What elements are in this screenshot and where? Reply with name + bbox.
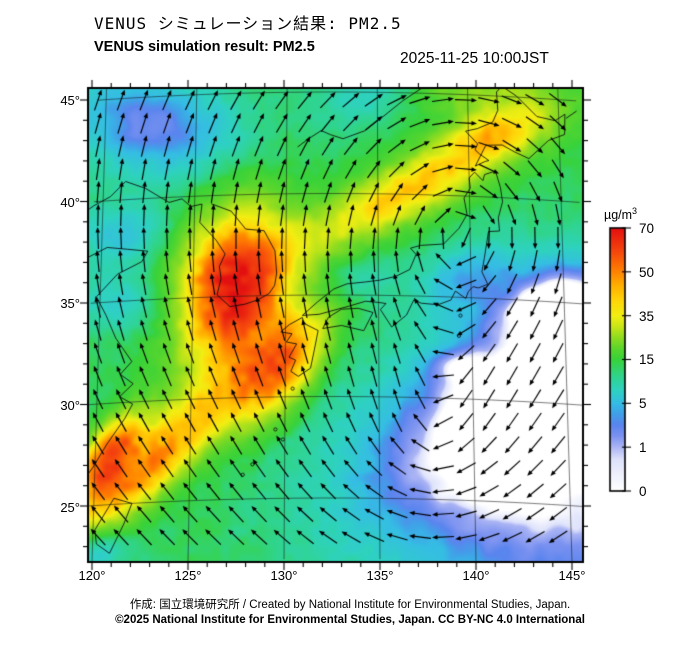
lat-tick-label-30: 30° [60,398,80,413]
page-title-japanese: VENUS シミュレーション結果: PM2.5 [94,14,402,33]
colorbar-tick-label-70: 70 [639,221,655,236]
colorbar-tick-label-15: 15 [639,352,655,367]
lon-tick-label-125: 125° [174,568,202,583]
lat-tick-label-40: 40° [60,195,80,210]
colorbar-tick-label-50: 50 [639,265,655,280]
lon-tick-label-145: 145° [558,568,586,583]
lat-tick-label-25: 25° [60,500,80,515]
colorbar-unit-label: µg/m3 [604,206,638,223]
colorbar-tick-label-5: 5 [639,396,647,411]
colorbar-tick-label-0: 0 [639,484,647,499]
timestamp: 2025-11-25 10:00JST [400,50,549,67]
license-line: ©2025 National Institute for Environment… [115,614,585,626]
colorbar-tick-label-1: 1 [639,440,647,455]
lat-tick-label-45: 45° [60,93,80,108]
credit-line: 作成: 国立環境研究所 / Created by National Instit… [129,599,571,611]
lon-tick-label-130: 130° [270,568,298,583]
page-title-english: VENUS simulation result: PM2.5 [94,39,315,55]
lon-tick-label-120: 120° [78,568,106,583]
lon-tick-label-135: 135° [366,568,394,583]
colorbar-tick-label-35: 35 [639,309,655,324]
lat-tick-label-35: 35° [60,296,80,311]
lon-tick-label-140: 140° [462,568,490,583]
